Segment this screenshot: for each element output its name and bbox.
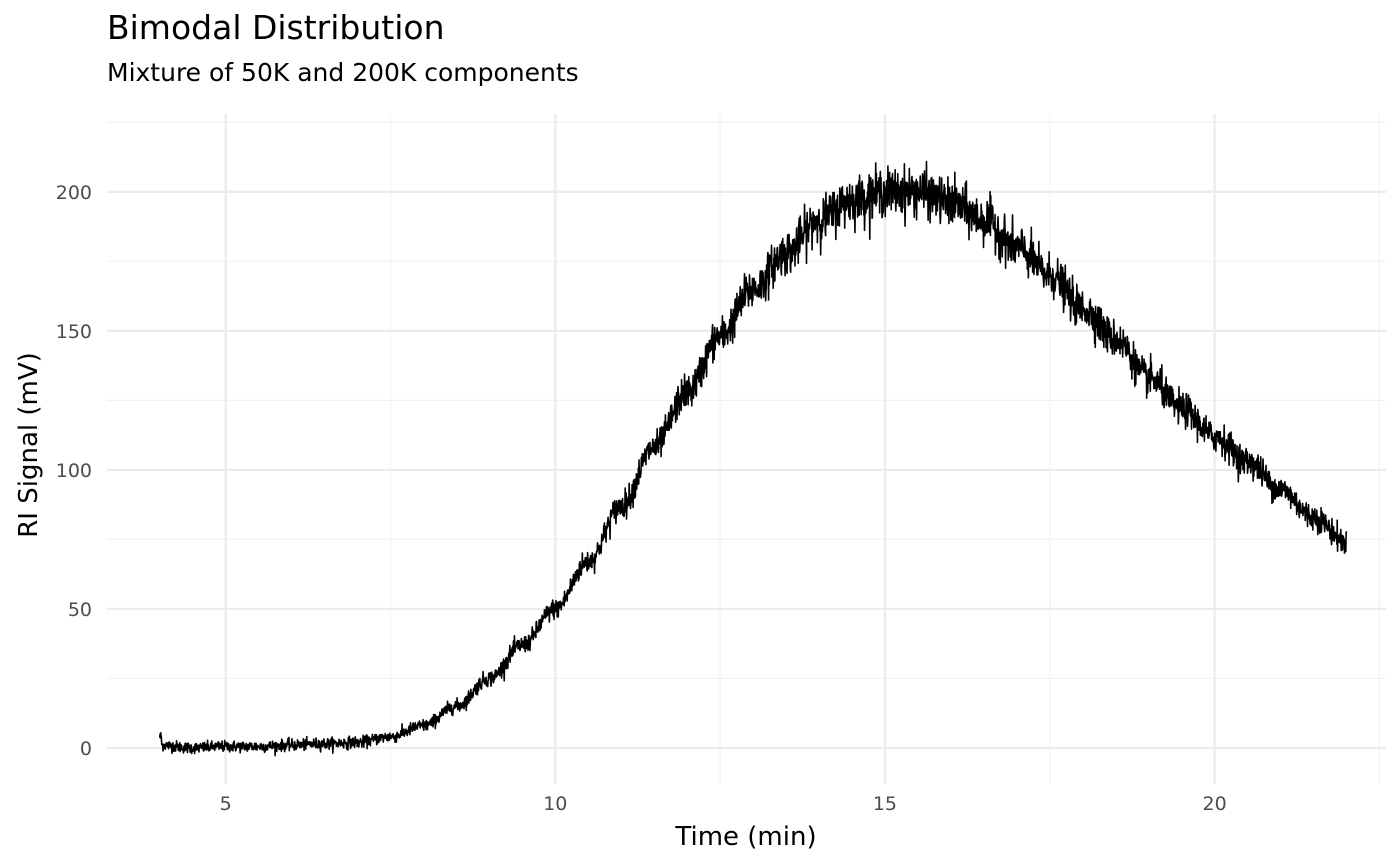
x-tick-label: 10 — [543, 793, 567, 815]
x-tick-label: 5 — [220, 793, 232, 815]
chart-subtitle: Mixture of 50K and 200K components — [107, 58, 579, 87]
x-tick-label: 20 — [1202, 793, 1226, 815]
series-layer — [158, 160, 1348, 757]
x-axis-title: Time (min) — [674, 822, 816, 852]
y-tick-label: 50 — [68, 599, 92, 621]
y-axis-title: RI Signal (mV) — [14, 352, 44, 538]
chart-title: Bimodal Distribution — [107, 8, 445, 47]
y-tick-label: 100 — [56, 460, 92, 482]
x-tick-label: 15 — [873, 793, 897, 815]
y-tick-label: 200 — [56, 182, 92, 204]
minor-gridlines — [107, 114, 1386, 784]
series-line — [158, 160, 1348, 757]
y-tick-label: 0 — [80, 738, 92, 760]
major-gridlines — [107, 114, 1386, 784]
y-tick-label: 150 — [56, 321, 92, 343]
